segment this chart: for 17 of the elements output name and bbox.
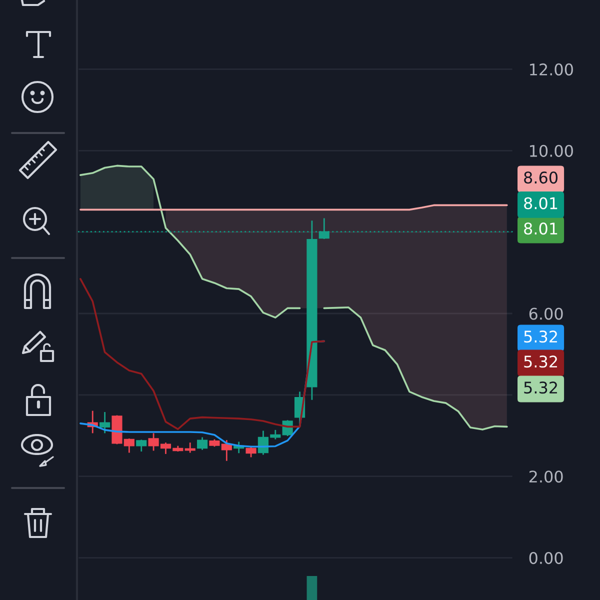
y-tick-label: 2.00	[529, 470, 563, 483]
text: 5.32	[524, 356, 557, 368]
text: 5.32	[524, 330, 557, 343]
y-tick-label: 10.00	[530, 144, 573, 157]
y-tick-label: 12.00	[530, 63, 573, 76]
y-tick-label: 6.00	[529, 308, 563, 320]
line-series	[80, 278, 326, 430]
candlestick	[100, 411, 110, 434]
candlestick	[136, 439, 147, 452]
candlestick	[246, 446, 256, 458]
ref-line-label: 8.01	[524, 197, 558, 210]
text: 8.01	[524, 222, 558, 235]
y-tick-label: 0.00	[529, 552, 563, 564]
candlestick	[318, 218, 330, 240]
text: 5.32	[524, 382, 557, 394]
candlestick	[196, 436, 208, 451]
text: 8.60	[524, 172, 558, 184]
